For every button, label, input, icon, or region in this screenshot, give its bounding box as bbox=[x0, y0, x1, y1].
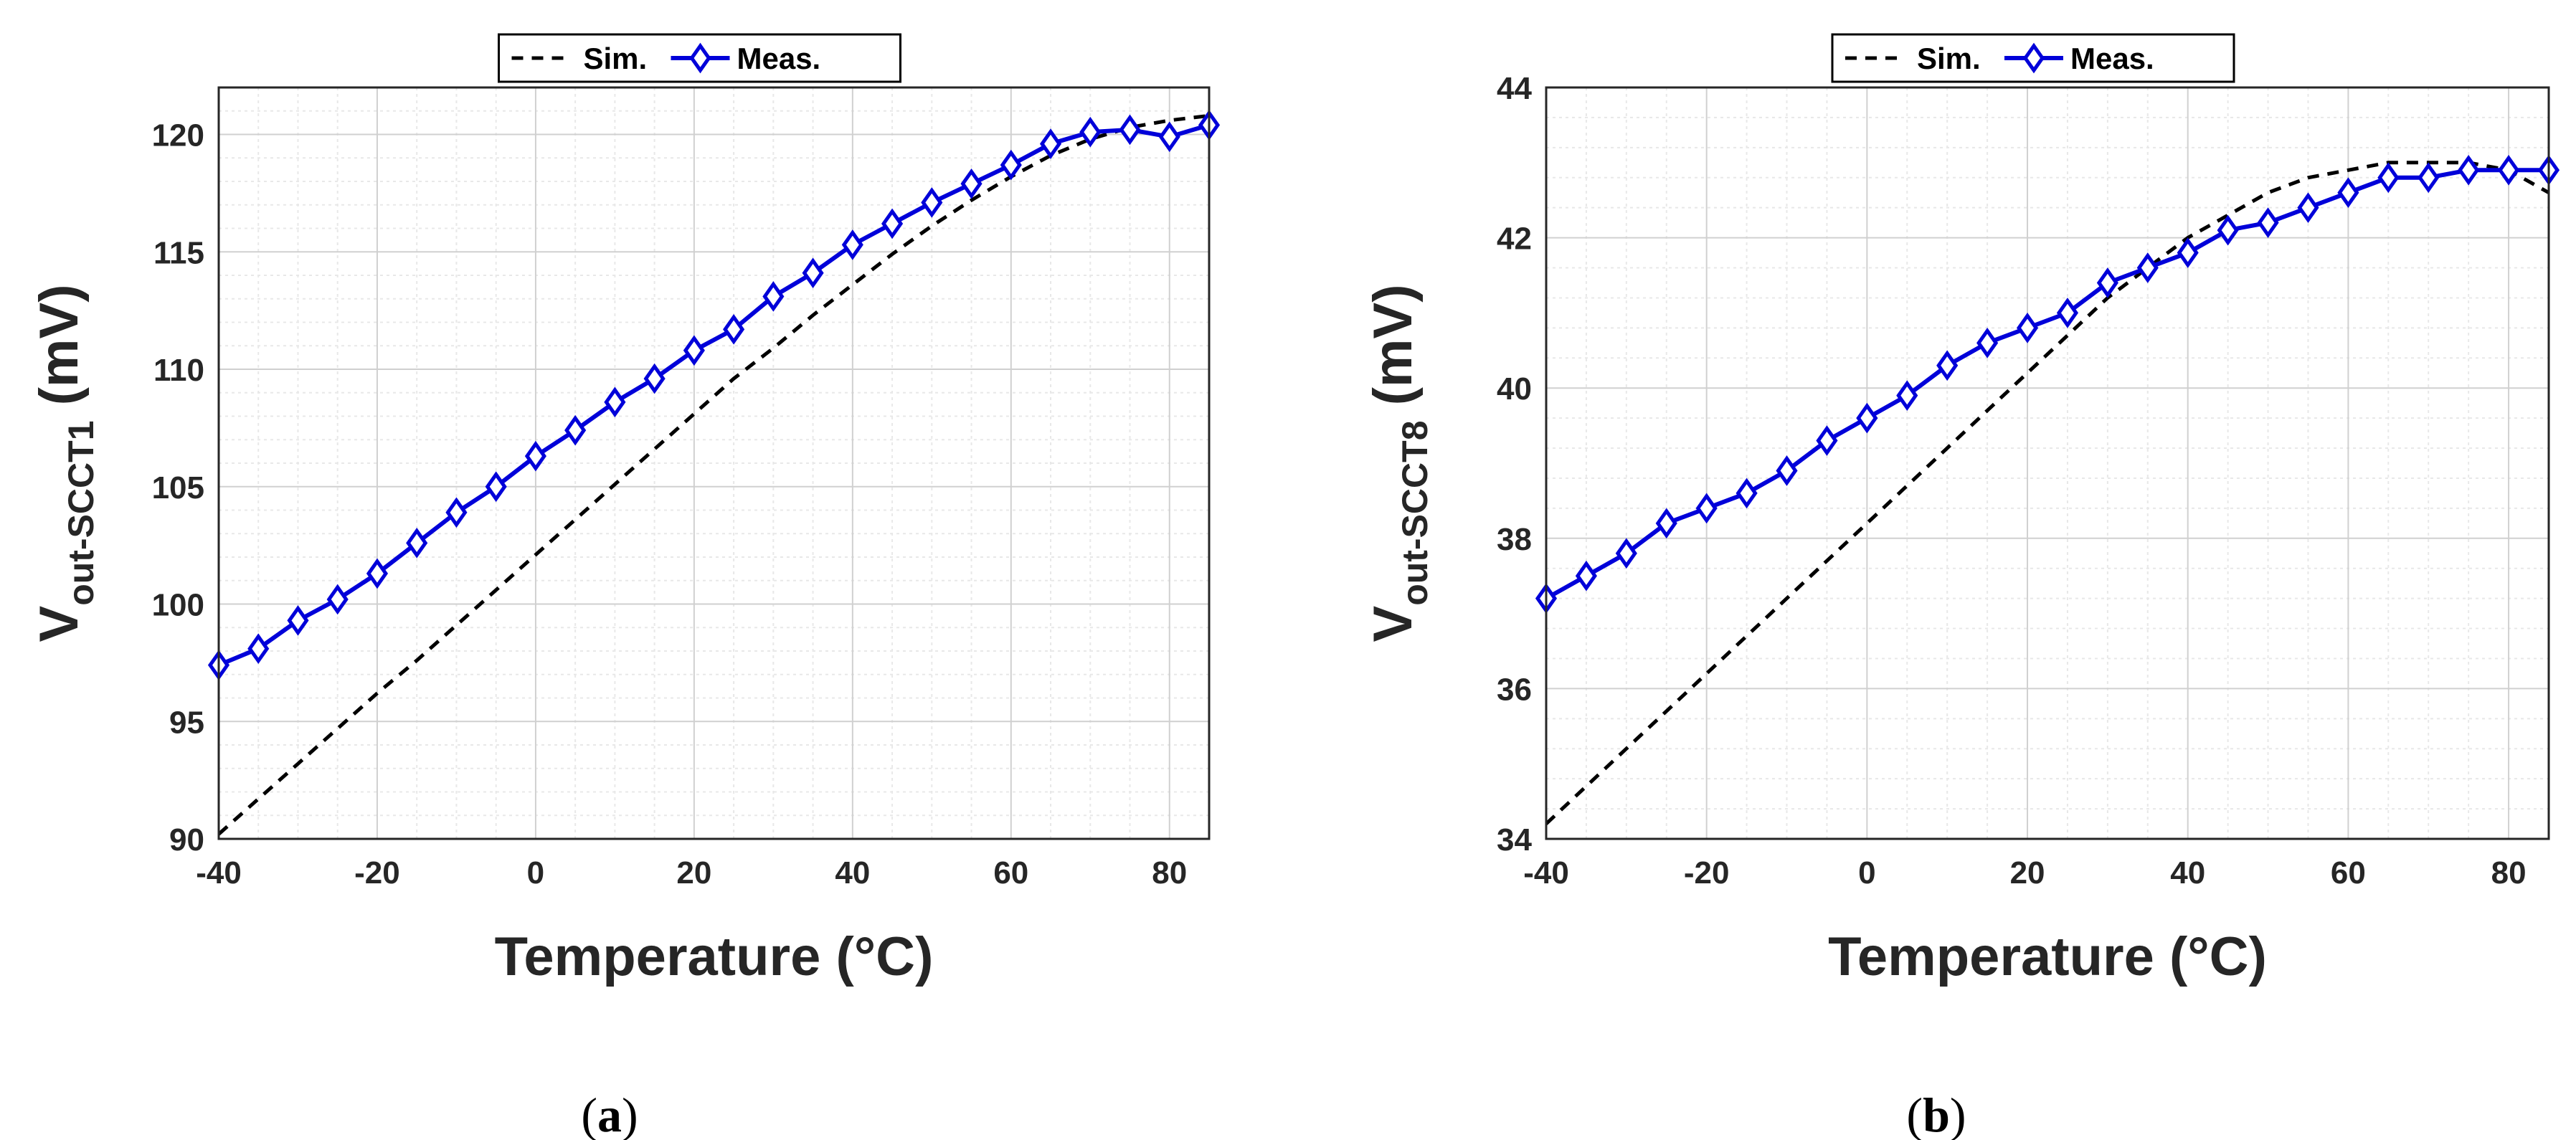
panel-a-meas-point bbox=[960, 168, 982, 199]
panel-a-y-axis-label: Vout-SCCT1 (mV) bbox=[29, 284, 101, 642]
panel-a-meas-point bbox=[643, 363, 666, 394]
panel-a-meas-point bbox=[1000, 149, 1022, 181]
panel-b-meas-point bbox=[1856, 402, 1878, 434]
panel-b-y-tick-label: 42 bbox=[1497, 222, 1532, 257]
panel-a-plot-area bbox=[219, 87, 1209, 839]
panel-b-y-tick-label: 38 bbox=[1497, 522, 1532, 557]
panel-b-y-axis-label: Vout-SCCT8 (mV) bbox=[1363, 284, 1435, 642]
panel-a-meas-point bbox=[881, 208, 904, 239]
panel-b-meas-point bbox=[1655, 508, 1677, 539]
panel-a-meas-point bbox=[1039, 128, 1062, 159]
panel-b-meas-point bbox=[2418, 162, 2440, 194]
panel-b-meas-point bbox=[2217, 214, 2239, 246]
panel-a-x-tick-label: 20 bbox=[676, 855, 711, 890]
panel-b-meas-point bbox=[2056, 298, 2079, 328]
panel-b-x-tick-label: 40 bbox=[2170, 855, 2205, 890]
panel-a-series-sim-line bbox=[219, 113, 1209, 836]
panel-b-meas-point bbox=[2458, 154, 2480, 186]
panel-b-meas-point bbox=[1976, 327, 1999, 358]
panel-b-legend-meas-marker bbox=[2022, 42, 2045, 74]
panel-a-meas-point bbox=[485, 471, 507, 503]
panel-a-y-tick-label: 120 bbox=[152, 118, 204, 153]
panel-a-meas-point bbox=[445, 497, 468, 528]
panel-a-x-tick-label: 40 bbox=[835, 855, 870, 890]
panel-a-meas-point bbox=[1079, 116, 1102, 148]
chart-panel-a: -40 -20 0 20 40 60 80 90 95 100 105 110 115 120 Temper… bbox=[29, 33, 1221, 1140]
chart-panel-b: -40 -20 0 20 40 60 80 34 36 38 40 42 44 Temperature (… bbox=[1363, 33, 2560, 1140]
panel-b-meas-point bbox=[2377, 162, 2400, 194]
panel-b-x-tick-label: 60 bbox=[2331, 855, 2366, 890]
panel-a-x-axis-label: Temperature (°C) bbox=[495, 926, 934, 987]
panel-a-meas-point bbox=[524, 440, 546, 472]
panel-b-y-tick-label: 44 bbox=[1497, 71, 1532, 106]
panel-a-x-tick-label: 60 bbox=[993, 855, 1028, 890]
panel-b-x-tick-label: 20 bbox=[2010, 855, 2045, 890]
panel-a-meas-point bbox=[326, 584, 349, 615]
panel-b-legend: Sim. Meas. bbox=[1831, 33, 2235, 83]
panel-b-legend-meas-label: Meas. bbox=[2070, 42, 2154, 75]
panel-a-meas-point bbox=[683, 335, 705, 366]
panel-a-meas-point bbox=[287, 605, 309, 636]
panel-b-meas-point bbox=[1776, 455, 1798, 486]
panel-b-x-tick-label: -40 bbox=[1523, 855, 1569, 890]
panel-a-meas-point bbox=[604, 386, 626, 418]
panel-a-y-tick-label: 110 bbox=[153, 353, 204, 388]
panel-a-y-tick-label: 90 bbox=[169, 822, 204, 858]
panel-a-meas-point bbox=[1158, 121, 1180, 153]
panel-a-legend-meas-marker bbox=[689, 42, 711, 74]
panel-b-meas-point bbox=[2297, 192, 2319, 224]
panel-b-meas-point bbox=[2177, 237, 2199, 268]
panel-a-legend-meas-label: Meas. bbox=[737, 42, 821, 75]
panel-a-meas-point bbox=[723, 313, 745, 345]
panel-a-label: (a) bbox=[581, 1088, 638, 1140]
panel-a-axes-box bbox=[217, 86, 1211, 840]
panel-a-x-tick-label: -40 bbox=[196, 855, 242, 890]
panel-b-meas-point bbox=[1575, 560, 1597, 592]
panel-a-y-tick-label: 100 bbox=[152, 588, 204, 623]
panel-b-y-tick-label: 40 bbox=[1497, 371, 1532, 407]
panel-b-x-axis-label: Temperature (°C) bbox=[1828, 926, 2267, 987]
panel-b-meas-point bbox=[2016, 313, 2039, 343]
panel-a-meas-point bbox=[802, 257, 824, 289]
panel-a-legend: Sim. Meas. bbox=[498, 33, 901, 83]
panel-b-x-tick-label: 0 bbox=[1858, 855, 1875, 890]
panel-b-x-tick-label: 80 bbox=[2491, 855, 2527, 890]
panel-b-meas-point bbox=[2257, 207, 2279, 238]
panel-b-meas-point bbox=[2498, 154, 2520, 186]
panel-a-x-tick-label: 0 bbox=[527, 855, 544, 890]
panel-a-meas-point bbox=[1119, 114, 1141, 146]
panel-a-meas-point bbox=[366, 558, 389, 589]
panel-b-meas-point bbox=[1736, 478, 1758, 509]
panel-a-y-tick-label: 115 bbox=[153, 235, 204, 270]
panel-b-y-tick-label: 36 bbox=[1497, 672, 1532, 707]
panel-b-y-tick-label: 34 bbox=[1497, 822, 1532, 858]
panel-b-meas-point bbox=[1936, 350, 1959, 381]
panel-a-x-tick-label: -20 bbox=[354, 855, 400, 890]
panel-b-meas-point bbox=[2136, 252, 2159, 283]
panel-b-series-sim-line bbox=[1546, 161, 2549, 825]
panel-b-axes-box bbox=[1545, 86, 2550, 840]
panel-b-meas-point bbox=[1896, 380, 1918, 412]
panel-b-meas-point bbox=[1695, 493, 1718, 524]
panel-a-meas-point bbox=[247, 633, 270, 665]
panel-b-meas-point bbox=[2096, 267, 2118, 298]
panel-a-meas-point bbox=[564, 414, 587, 446]
panel-a-legend-sim-label: Sim. bbox=[584, 42, 648, 75]
panel-b-x-tick-label: -20 bbox=[1684, 855, 1730, 890]
panel-b-plot-area bbox=[1546, 87, 2549, 839]
panel-a-y-tick-label: 105 bbox=[152, 470, 204, 505]
panel-a-meas-point bbox=[841, 229, 863, 260]
panel-a-meas-point bbox=[921, 187, 943, 218]
panel-b-label: (b) bbox=[1906, 1088, 1966, 1140]
panel-a-x-tick-label: 80 bbox=[1152, 855, 1187, 890]
panel-b-meas-point bbox=[1615, 538, 1637, 569]
panel-b-meas-point bbox=[1816, 425, 1838, 456]
panel-a-y-tick-label: 95 bbox=[169, 705, 204, 740]
panel-b-legend-sim-label: Sim. bbox=[1917, 42, 1981, 75]
panel-a-meas-point bbox=[406, 528, 428, 559]
panel-b-meas-point bbox=[2337, 177, 2359, 209]
panel-a-meas-point bbox=[762, 281, 785, 312]
